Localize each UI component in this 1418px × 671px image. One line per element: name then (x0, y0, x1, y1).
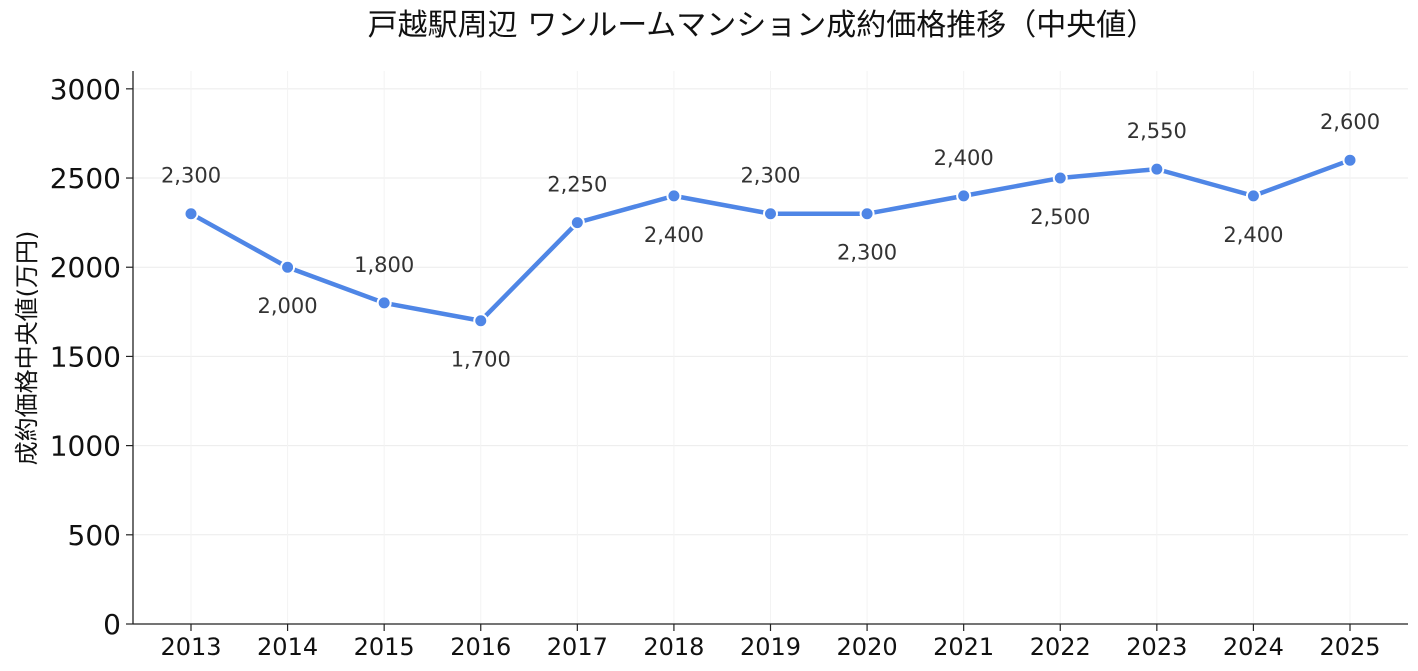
x-tick-label: 2018 (643, 633, 704, 661)
data-point (473, 313, 489, 329)
y-tick-label: 1500 (50, 340, 121, 373)
y-axis-label: 成約価格中央値(万円) (13, 231, 41, 466)
data-point (666, 188, 682, 204)
y-tick-label: 0 (103, 608, 121, 641)
data-point (183, 206, 199, 222)
y-tick-label: 3000 (50, 73, 121, 106)
data-label: 1,800 (354, 253, 414, 277)
data-label: 2,550 (1127, 119, 1187, 143)
tick-labels: 0 500 1000 1500 2000 2500 3000 2013 2014 2015 2016… (50, 73, 1381, 661)
data-label: 2,250 (547, 173, 607, 197)
data-label: 2,400 (934, 146, 994, 170)
y-tick-label: 1000 (50, 430, 121, 463)
x-tick-label: 2021 (933, 633, 994, 661)
x-tick-label: 2013 (160, 633, 221, 661)
data-point (1245, 188, 1261, 204)
x-tick-label: 2015 (354, 633, 415, 661)
x-tick-label: 2017 (547, 633, 608, 661)
axes (126, 71, 1408, 631)
data-label: 2,600 (1320, 110, 1380, 134)
data-label: 2,300 (740, 164, 800, 188)
x-tick-label: 2016 (450, 633, 511, 661)
data-label: 2,500 (1030, 205, 1090, 229)
data-point (569, 215, 585, 231)
x-tick-label: 2019 (740, 633, 801, 661)
x-tick-label: 2020 (837, 633, 898, 661)
data-point (280, 259, 296, 275)
data-label: 2,300 (161, 164, 221, 188)
grid (133, 71, 1408, 625)
x-tick-label: 2022 (1030, 633, 1091, 661)
data-labels: 2,300 2,000 1,800 1,700 2,250 2,400 2,300 2,300… (161, 110, 1380, 372)
data-label: 2,400 (644, 223, 704, 247)
data-label: 2,300 (837, 241, 897, 265)
series (183, 152, 1358, 329)
y-tick-label: 2500 (50, 162, 121, 195)
x-tick-label: 2014 (257, 633, 318, 661)
y-tick-label: 2000 (50, 251, 121, 284)
x-tick-label: 2024 (1223, 633, 1284, 661)
data-point (859, 206, 875, 222)
data-point (1342, 152, 1358, 168)
chart-title: 戸越駅周辺 ワンルームマンション成約価格推移（中央値） (368, 8, 1157, 43)
x-tick-label: 2025 (1319, 633, 1380, 661)
data-label: 2,400 (1223, 223, 1283, 247)
y-tick-label: 500 (68, 519, 121, 552)
data-point (1052, 170, 1068, 186)
data-point (956, 188, 972, 204)
data-point (376, 295, 392, 311)
data-point (1149, 161, 1165, 177)
data-label: 1,700 (451, 348, 511, 372)
x-tick-label: 2023 (1126, 633, 1187, 661)
data-point (763, 206, 778, 222)
data-label: 2,000 (258, 294, 318, 318)
